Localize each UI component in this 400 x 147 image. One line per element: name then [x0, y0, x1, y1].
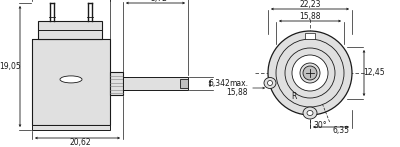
Ellipse shape — [303, 107, 317, 119]
Text: 12,45: 12,45 — [363, 69, 385, 77]
Bar — [32, 39, 110, 125]
Text: 20,62: 20,62 — [70, 137, 91, 147]
Text: 6,35: 6,35 — [332, 127, 350, 136]
Circle shape — [305, 68, 315, 78]
Bar — [110, 72, 123, 95]
Circle shape — [276, 39, 344, 107]
Text: 19,05: 19,05 — [0, 62, 21, 71]
Text: R: R — [291, 92, 297, 101]
Text: 22,23: 22,23 — [299, 0, 321, 9]
Bar — [305, 33, 315, 39]
Text: 15,88: 15,88 — [299, 12, 321, 21]
Ellipse shape — [60, 76, 82, 83]
Bar — [38, 21, 102, 39]
Text: 5,72: 5,72 — [150, 0, 167, 4]
Circle shape — [285, 48, 335, 98]
Text: 15,88: 15,88 — [226, 88, 248, 97]
Ellipse shape — [264, 77, 276, 88]
Bar — [123, 77, 188, 90]
Bar — [32, 125, 110, 130]
Circle shape — [303, 66, 317, 80]
Circle shape — [268, 31, 352, 115]
Text: 30°: 30° — [313, 121, 327, 130]
Text: 6,342: 6,342 — [208, 79, 230, 88]
Circle shape — [292, 55, 328, 91]
Bar — [180, 79, 188, 88]
Circle shape — [300, 63, 320, 83]
Ellipse shape — [307, 111, 313, 116]
Ellipse shape — [268, 81, 272, 86]
Text: max.: max. — [229, 78, 248, 87]
